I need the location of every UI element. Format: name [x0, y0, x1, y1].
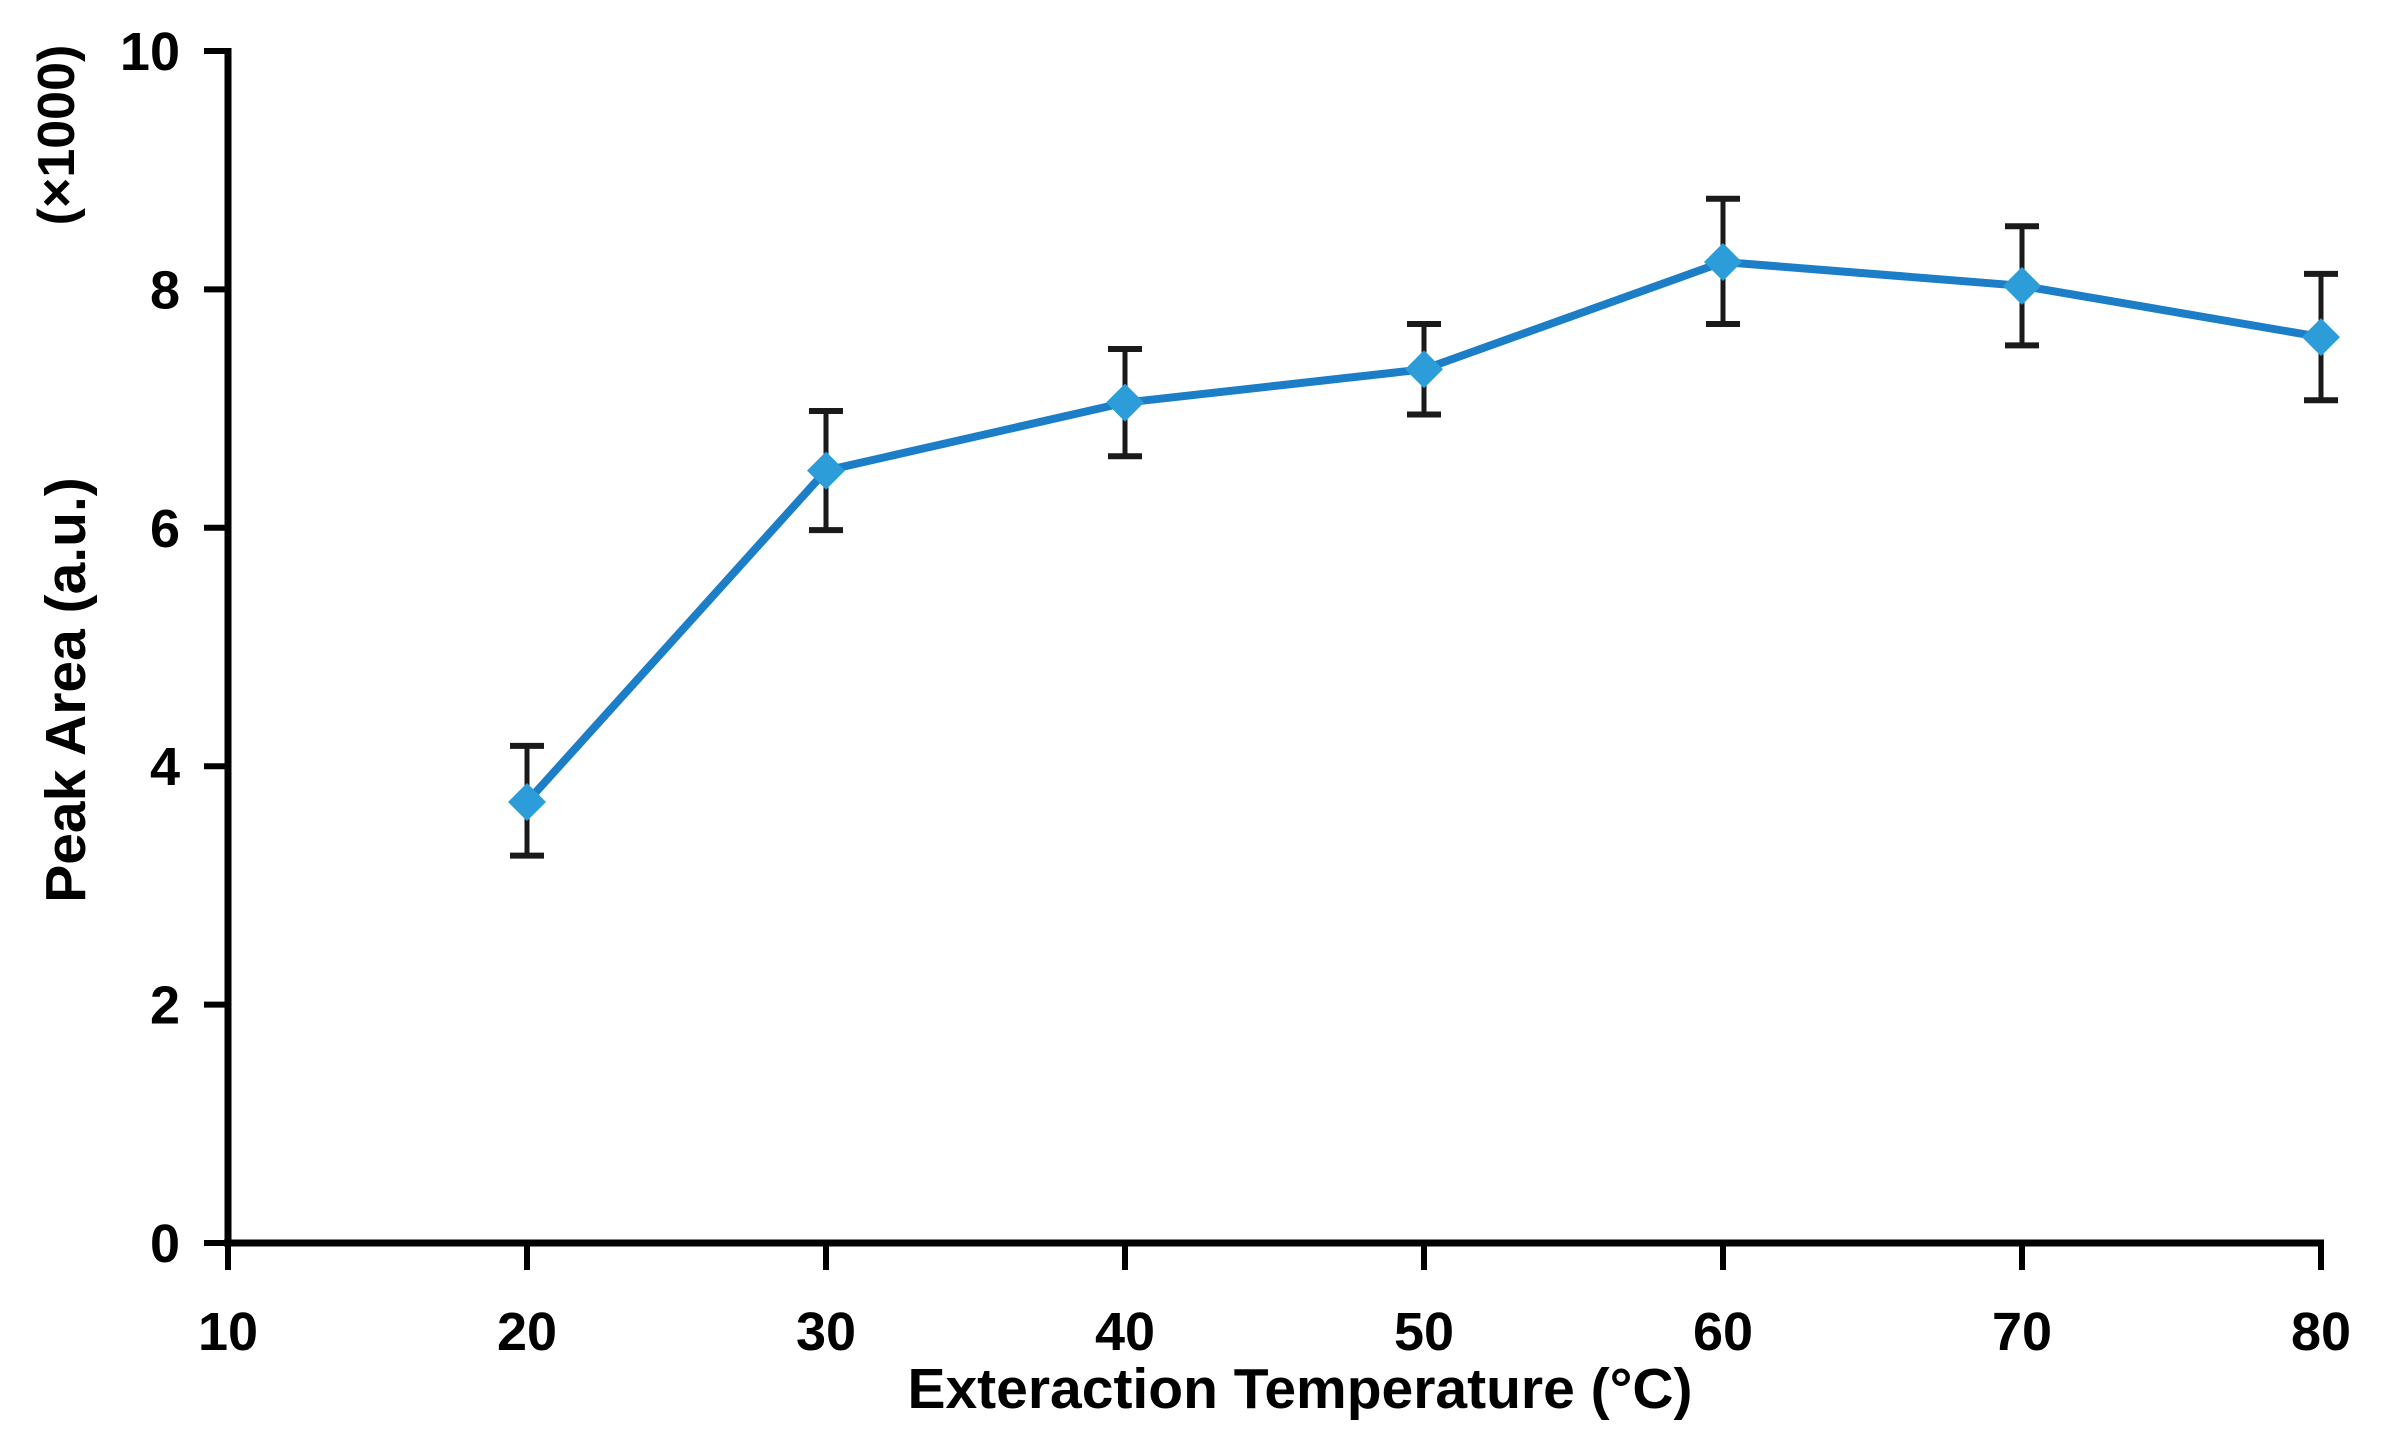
x-tick-label: 40 — [1095, 1302, 1155, 1362]
y-tick-label: 6 — [150, 499, 180, 559]
x-tick-label: 30 — [796, 1302, 856, 1362]
axes — [224, 48, 2324, 1247]
y-tick-label: 4 — [150, 737, 180, 797]
x-axis-ticks: 10 20 30 40 50 60 70 80 — [198, 1243, 2351, 1362]
x-tick-label: 80 — [2291, 1302, 2351, 1362]
data-point-marker — [508, 782, 546, 821]
data-point-marker — [807, 451, 845, 490]
error-bars — [510, 195, 2338, 859]
data-point-marker — [1405, 350, 1443, 389]
data-point-marker — [2003, 266, 2041, 305]
y-axis-multiplier: (×1000) — [28, 45, 86, 226]
y-tick-label: 8 — [150, 260, 180, 320]
x-axis-title: Exteraction Temperature (°C) — [907, 1357, 1692, 1421]
data-point-marker — [1704, 242, 1742, 281]
y-tick-label: 2 — [150, 976, 180, 1036]
y-tick-label: 0 — [150, 1214, 180, 1274]
x-tick-label: 70 — [1992, 1302, 2052, 1362]
data-point-marker — [2302, 318, 2340, 357]
x-tick-label: 10 — [198, 1302, 258, 1362]
y-axis-title: Peak Area (a.u.) — [34, 477, 98, 903]
y-tick-label: 10 — [120, 22, 180, 82]
x-tick-label: 50 — [1394, 1302, 1454, 1362]
x-tick-label: 60 — [1693, 1302, 1753, 1362]
x-tick-label: 20 — [497, 1302, 557, 1362]
y-axis-ticks: 0 2 4 6 8 10 — [120, 22, 228, 1274]
data-point-markers — [508, 242, 2340, 821]
data-point-marker — [1106, 383, 1144, 422]
